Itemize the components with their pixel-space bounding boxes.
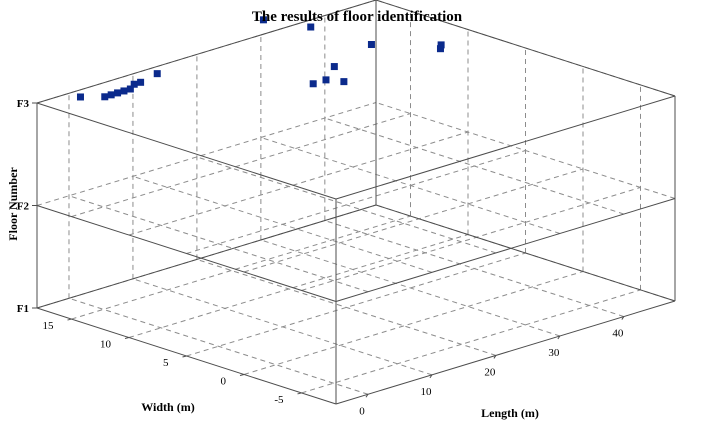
x-tick-mark <box>557 335 561 340</box>
tick-layer: 0 10 20 30 40 -5 0 5 10 15 F1 F2 F3 <box>17 98 625 417</box>
data-point-marker <box>137 78 145 86</box>
data-point-marker <box>126 85 134 93</box>
box-edge <box>335 95 676 200</box>
y-tick-mark <box>67 318 72 321</box>
box-edge <box>36 0 377 104</box>
box-edge <box>375 204 676 302</box>
floor-grid-line-x <box>68 297 369 395</box>
data-point-marker <box>436 45 444 53</box>
chart-title: The results of floor identification <box>252 9 463 25</box>
x-axis-label: Length (m) <box>481 406 539 420</box>
y-axis-label: Width (m) <box>141 400 194 414</box>
x-tick-label: 0 <box>359 405 365 417</box>
data-point-marker <box>330 63 338 71</box>
data-point-marker <box>114 89 122 97</box>
floor-grid-line-x <box>68 195 369 293</box>
data-point-marker <box>120 87 128 95</box>
y-tick-mark <box>239 373 245 376</box>
data-point-marker <box>107 91 115 99</box>
floor-grid-line-x <box>196 156 497 254</box>
data-point-marker <box>101 93 109 101</box>
y-tick-label: 15 <box>43 320 55 332</box>
box-edge <box>375 0 676 97</box>
level-f2-edge <box>335 198 676 302</box>
data-point-marker <box>153 70 161 78</box>
marker-layer <box>76 16 445 101</box>
x-tick-mark <box>365 394 369 398</box>
data-point-marker <box>76 93 84 101</box>
y-tick-label: 5 <box>163 357 169 369</box>
y-tick-label: -5 <box>274 394 284 406</box>
data-point-marker <box>259 16 267 24</box>
x-tick-label: 20 <box>484 366 496 378</box>
data-point-marker <box>307 23 315 31</box>
z-axis-label: Floor Number <box>6 167 20 241</box>
x-tick-label: 30 <box>548 347 560 359</box>
x-tick-mark <box>493 355 497 359</box>
floor-grid-line-x <box>260 239 561 337</box>
data-point-marker <box>340 78 348 86</box>
data-point-marker <box>367 41 375 49</box>
data-point-marker <box>309 80 317 88</box>
data-point-marker <box>130 80 138 88</box>
y-tick-mark <box>297 392 302 395</box>
z-tick-label: F1 <box>17 303 29 315</box>
data-point-marker <box>322 76 330 84</box>
x-tick-mark <box>429 374 433 379</box>
box-edge <box>36 204 377 309</box>
side-wall-level-line <box>375 102 676 199</box>
z-tick-label: F2 <box>17 201 30 213</box>
grid-layer <box>36 0 676 395</box>
x-tick-label: 10 <box>420 386 432 398</box>
level-f2-edge <box>36 205 337 302</box>
x-tick-label: 40 <box>612 328 624 340</box>
data-point-marker <box>437 41 445 49</box>
box-edge <box>36 102 337 200</box>
z-tick-label: F3 <box>17 98 30 110</box>
y-tick-label: 10 <box>100 339 112 351</box>
y-tick-mark <box>124 337 130 340</box>
x-tick-mark <box>621 316 625 320</box>
y-tick-mark <box>182 355 187 358</box>
box-edge <box>335 300 676 405</box>
y-tick-label: 0 <box>221 375 227 387</box>
floor-grid-line-x <box>196 258 497 356</box>
